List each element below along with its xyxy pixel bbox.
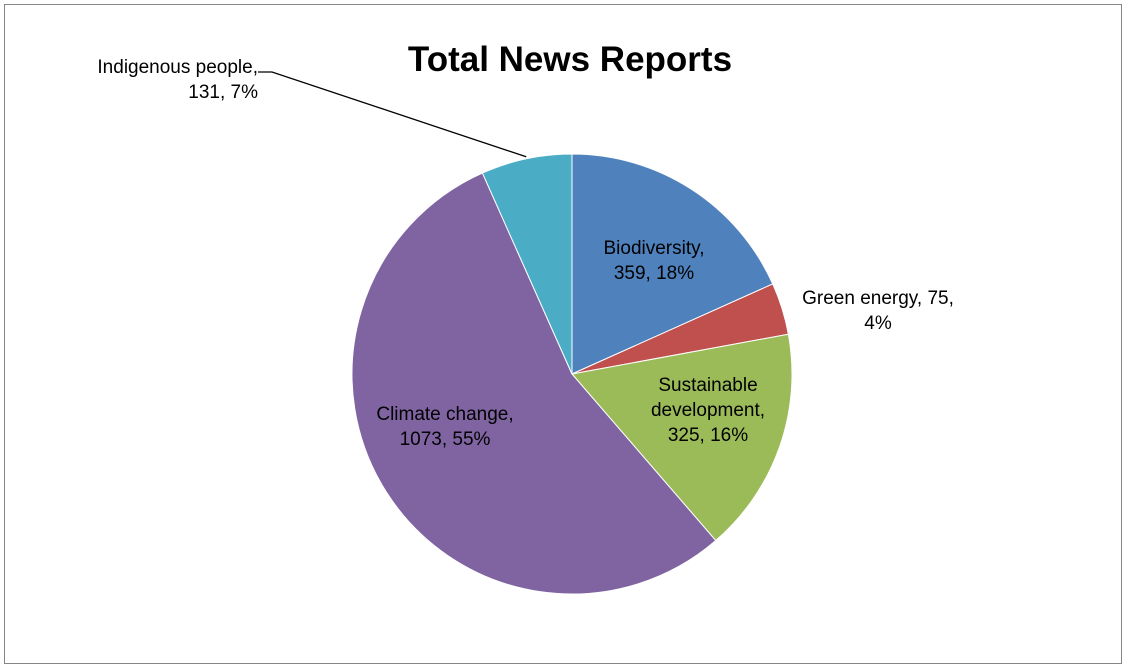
- slice-label-green-energy: Green energy, 75, 4%: [802, 288, 954, 334]
- pie-slice-climate-change: [351, 172, 717, 595]
- slice-label-indigenous-people: Indigenous people, 131, 7%: [97, 57, 258, 103]
- pie-slice-sustainable-development: [571, 333, 793, 542]
- leader-line-indigenous-people: [258, 71, 527, 158]
- pie-slices: [351, 153, 793, 595]
- pie-slice-biodiversity: [571, 153, 774, 375]
- slice-label-biodiversity: Biodiversity, 359, 18%: [603, 238, 705, 284]
- slice-label-sustainable-development: Sustainable development, 325, 16%: [650, 375, 766, 446]
- pie-leader-lines: [258, 71, 527, 158]
- pie-slice-indigenous-people: [481, 153, 573, 375]
- chart-title: Total News Reports: [407, 40, 733, 79]
- slice-label-climate-change: Climate change, 1073, 55%: [376, 404, 514, 450]
